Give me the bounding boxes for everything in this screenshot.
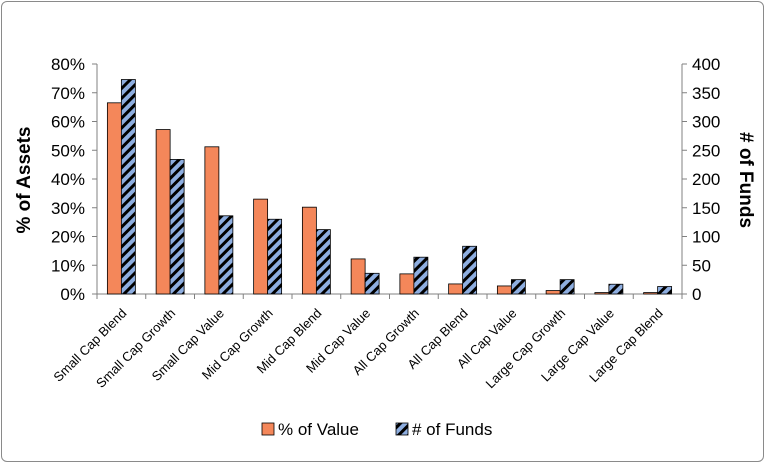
bar-num-funds [559, 279, 575, 295]
y2-tick-label: 150 [692, 199, 720, 218]
bar-pct-value [253, 198, 269, 295]
bar-num-funds [608, 283, 624, 295]
legend-label-value: % of Value [278, 420, 359, 439]
y-tick-label: 50% [51, 141, 85, 160]
y-axis-title: % of Assets [14, 127, 35, 234]
y2-axis-title: # of Funds [735, 132, 756, 228]
y2-tick-label: 250 [692, 141, 720, 160]
y-tick-label: 0% [60, 285, 85, 304]
y2-tick-label: 200 [692, 170, 720, 189]
bar-pct-value [643, 292, 659, 295]
legend-label-funds: # of Funds [412, 420, 492, 439]
y2-tick-label: 50 [692, 256, 711, 275]
bar-pct-value [594, 292, 610, 295]
legend-swatch-value [261, 422, 275, 436]
y2-tick-label: 350 [692, 84, 720, 103]
y-tick-label: 30% [51, 199, 85, 218]
bar-pct-value [448, 283, 464, 295]
bar-num-funds [510, 279, 526, 295]
y2-tick-label: 100 [692, 228, 720, 247]
bar-pct-value [204, 146, 220, 295]
y-tick-label: 70% [51, 84, 85, 103]
bar-num-funds [657, 286, 673, 295]
y2-tick-label: 300 [692, 113, 720, 132]
y2-tick-label: 400 [692, 55, 720, 74]
bar-num-funds [120, 79, 136, 295]
y-tick-label: 10% [51, 256, 85, 275]
bar-pct-value [106, 102, 122, 295]
bar-pct-value [301, 206, 317, 295]
bar-num-funds [218, 215, 234, 295]
legend-swatch-funds [395, 422, 409, 436]
bar-pct-value [545, 290, 561, 295]
bar-num-funds [364, 272, 380, 295]
bar-num-funds [413, 256, 429, 295]
y-tick-label: 80% [51, 55, 85, 74]
bar-num-funds [462, 245, 478, 295]
bar-pct-value [399, 273, 415, 295]
bar-pct-value [155, 129, 171, 295]
bar-num-funds [315, 229, 331, 295]
y-tick-label: 40% [51, 170, 85, 189]
y2-tick-label: 0 [692, 285, 701, 304]
bar-pct-value [350, 258, 366, 295]
bar-num-funds [169, 159, 185, 295]
bar-num-funds [267, 218, 283, 295]
y-tick-label: 60% [51, 113, 85, 132]
y-tick-label: 20% [51, 228, 85, 247]
legend: % of Value # of Funds [261, 420, 492, 439]
bar-pct-value [496, 285, 512, 295]
